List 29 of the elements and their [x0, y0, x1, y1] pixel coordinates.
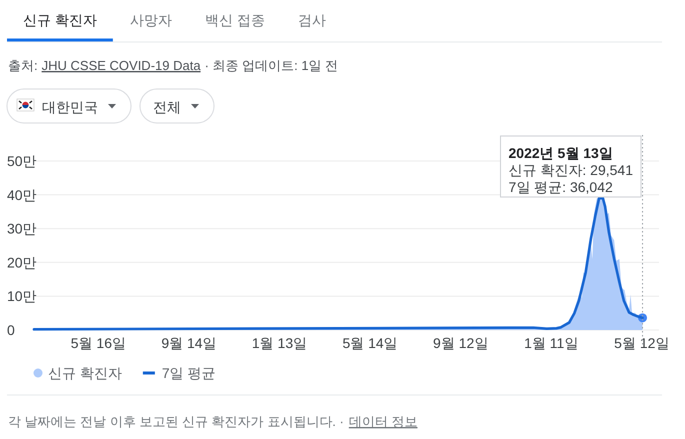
y-tick-label: 0 [7, 322, 15, 338]
note-label: 각 날짜에는 전날 이후 보고된 신규 확진자가 표시됩니다. · [8, 414, 344, 429]
source-label: · 최종 업데이트: 1일 전 [204, 58, 338, 73]
y-tick-label: 40만 [7, 186, 37, 203]
x-tick-label: 1월 13일 [252, 335, 308, 351]
source-label: 출처: [8, 58, 38, 73]
x-tick-label: 1월 11일 [524, 335, 578, 351]
legend-label: 7일 평균 [162, 365, 216, 381]
x-tick-label: 9월 14일 [161, 335, 217, 351]
link: 데이터 정보 [348, 414, 418, 429]
x-tick-label: 5월 12일 [614, 335, 670, 351]
dropdown-label: 대한민국 [42, 99, 98, 115]
tab-label: 백신 접종 [204, 12, 265, 28]
y-tick-label: 10만 [7, 288, 37, 304]
tooltip-label: 7일 평균: 36,042 [508, 179, 613, 195]
tooltip-label: 신규 확진자: 29,541 [508, 162, 633, 178]
tab-label: 검사 [298, 12, 326, 28]
tooltip-label: 2022년 5월 13일 [508, 145, 613, 161]
dropdown-label: 전체 [153, 99, 181, 115]
x-tick-label: 5월 16일 [70, 335, 126, 351]
title: 신규 확진자 [23, 12, 97, 28]
x-tick-label: 5월 14일 [342, 335, 398, 351]
link: JHU CSSE COVID-19 Data [42, 58, 201, 73]
y-tick-label: 30만 [7, 220, 37, 237]
y-tick-label: 20만 [7, 254, 37, 270]
x-tick-label: 9월 12일 [433, 335, 488, 351]
tab-label: 사망자 [130, 12, 172, 28]
legend-label: 신규 확진자 [48, 365, 122, 381]
y-tick-label: 50만 [7, 153, 37, 169]
